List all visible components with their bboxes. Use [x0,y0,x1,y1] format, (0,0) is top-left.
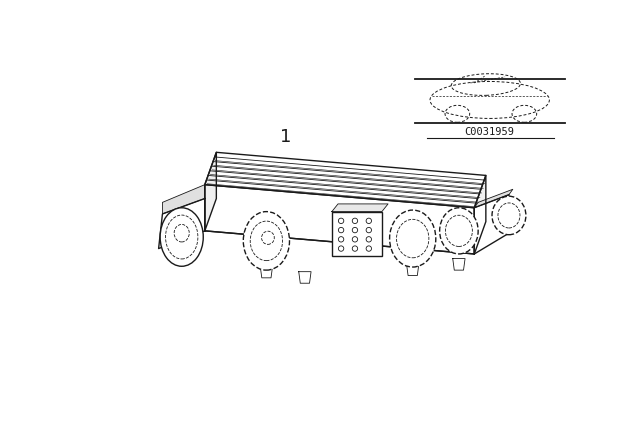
Text: 1: 1 [280,128,291,146]
Bar [332,211,382,256]
Text: C0031959: C0031959 [465,127,515,137]
Polygon shape [159,198,205,249]
Polygon shape [205,152,486,208]
Polygon shape [205,185,474,254]
Polygon shape [163,185,205,214]
Ellipse shape [243,211,289,270]
Polygon shape [205,152,216,231]
Polygon shape [299,271,311,283]
Ellipse shape [160,208,204,266]
Polygon shape [452,258,465,270]
Polygon shape [406,264,419,276]
Ellipse shape [440,208,478,254]
Polygon shape [474,189,513,208]
Polygon shape [260,266,273,278]
Ellipse shape [492,196,526,235]
Polygon shape [474,176,486,254]
Ellipse shape [390,210,436,267]
Polygon shape [474,195,509,254]
Polygon shape [332,204,388,211]
